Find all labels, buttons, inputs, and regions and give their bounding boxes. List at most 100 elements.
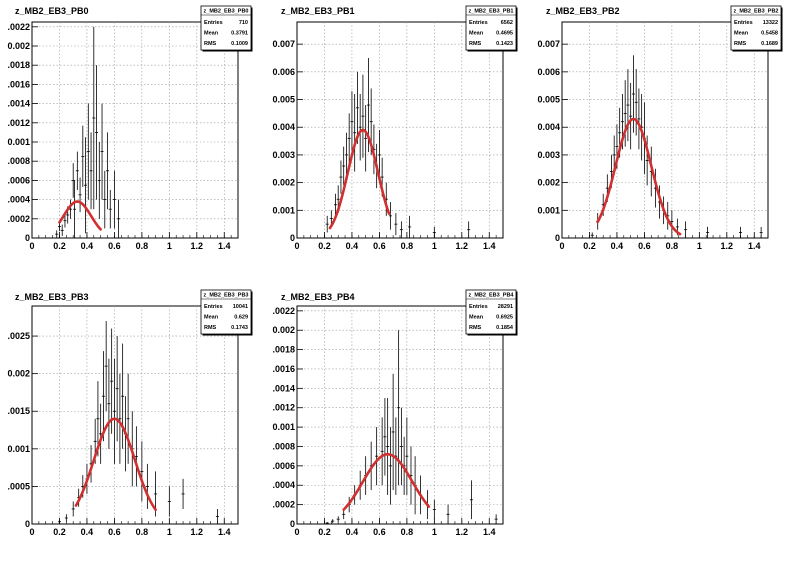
y-tick-label: .0006	[7, 175, 30, 185]
fit-curve	[328, 128, 391, 230]
y-tick-label: 0.002	[7, 369, 30, 379]
y-tick-label: .0012	[272, 403, 295, 413]
x-tick-label: 0.2	[53, 241, 66, 251]
stats-box: z_MB2_EB3_PB2 Entries 13322 Mean 0.5458 RMS 0.…	[730, 5, 783, 52]
y-tick-label: .0022	[7, 22, 30, 32]
y-tick-label: 0.006	[272, 67, 295, 77]
panel-3: z_MB2_EB3_PB3 0 0.2 0.4 0.6 0.8 1 1.2 1.4 .0005 0.…	[7, 289, 253, 537]
y-tick-label: 0.007	[537, 39, 560, 49]
y-tick-label: .0008	[272, 441, 295, 451]
stats-label: Entries	[469, 20, 488, 26]
stats-label: RMS	[204, 41, 217, 47]
x-tick-label: 1.2	[191, 527, 204, 537]
y-tick-label: 0.002	[272, 178, 295, 188]
panel-title: z_MB2_EB3_PB4	[281, 292, 355, 302]
y-tick-label: .0016	[7, 79, 30, 89]
y-tick-label: 0	[555, 233, 560, 243]
y-tick-label: .0006	[272, 461, 295, 471]
stats-box: z_MB2_EB3_PB4 Entries 28291 Mean 0.6925 RMS 0.…	[465, 289, 518, 336]
y-tick-label: .0004	[7, 195, 30, 205]
panel-title: z_MB2_EB3_PB3	[15, 292, 89, 302]
stats-value: 6562	[501, 20, 513, 26]
x-tick-label: 0.2	[318, 241, 331, 251]
stats-label: Mean	[469, 315, 484, 321]
x-tick-label: 0	[29, 527, 34, 537]
x-tick-label: 0.8	[136, 241, 149, 251]
plot-frame	[296, 21, 504, 239]
y-tick-label: .0015	[7, 406, 30, 416]
x-tick-label: 1.4	[483, 527, 496, 537]
y-tick-label: 0	[290, 519, 295, 529]
stats-name: z_MB2_EB3_PB4	[469, 293, 515, 299]
stats-label: Entries	[204, 304, 223, 310]
stats-value: 0.6925	[496, 315, 513, 321]
y-tick-label: .0025	[7, 331, 30, 341]
panel-2: z_MB2_EB3_PB2 0 0.2 0.4 0.6 0.8 1 1.2 1.4 0.001 0.…	[537, 5, 783, 251]
stats-label: Entries	[204, 20, 223, 26]
stats-name: z_MB2_EB3_PB2	[734, 9, 779, 15]
panel-4: z_MB2_EB3_PB4 0 0.2 0.4 0.6 0.8 1 1.2 1.4 .0002 .0…	[272, 289, 518, 537]
x-tick-label: 0.2	[318, 527, 331, 537]
plot-frame	[31, 305, 239, 525]
y-tick-label: .0002	[7, 214, 30, 224]
y-tick-label: .0002	[272, 500, 295, 510]
stats-value: 0.4695	[496, 31, 513, 37]
y-tick-label: .0016	[272, 364, 295, 374]
y-tick-label: 0.003	[537, 150, 560, 160]
stats-label: RMS	[469, 325, 482, 331]
y-tick-label: 0.002	[272, 325, 295, 335]
stats-label: Mean	[469, 31, 484, 37]
x-tick-label: 0	[294, 527, 299, 537]
y-tick-label: .0022	[272, 306, 295, 316]
stats-box-frame	[465, 5, 517, 51]
panel-title: z_MB2_EB3_PB2	[546, 6, 620, 16]
stats-label: RMS	[734, 41, 747, 47]
x-tick-label: 1.4	[218, 241, 231, 251]
stats-box: z_MB2_EB3_PB3 Entries 10041 Mean 0.629 RMS 0.1…	[200, 289, 253, 336]
y-tick-label: 0.007	[272, 39, 295, 49]
x-tick-label: 0.6	[108, 527, 121, 537]
y-tick-label: 0.002	[537, 178, 560, 188]
x-tick-label: 0.8	[401, 241, 414, 251]
fit-curve	[58, 200, 102, 231]
stats-box-frame	[465, 289, 517, 335]
x-tick-label: 0.8	[136, 527, 149, 537]
fit-curve	[74, 417, 157, 512]
plot-frame	[31, 21, 239, 239]
stats-value: 0.1743	[231, 325, 248, 331]
panel-title: z_MB2_EB3_PB0	[15, 6, 89, 16]
fit-curve	[342, 452, 431, 511]
stats-value: 0.1009	[231, 41, 248, 47]
x-tick-label: 0.4	[81, 527, 94, 537]
y-tick-label: .0018	[7, 60, 30, 70]
x-tick-label: 0.6	[373, 241, 386, 251]
stats-name: z_MB2_EB3_PB1	[469, 9, 514, 15]
y-tick-label: 0.004	[537, 122, 560, 132]
stats-box: z_MB2_EB3_PB1 Entries 6562 Mean 0.4695 RMS 0.1…	[465, 5, 518, 52]
y-tick-label: 0.003	[272, 150, 295, 160]
stats-value: 0.1854	[496, 325, 514, 331]
y-tick-label: .0004	[272, 480, 295, 490]
fit-curve	[596, 117, 682, 236]
x-tick-label: 1	[432, 527, 437, 537]
stats-box: z_MB2_EB3_PB0 Entries 710 Mean 0.3791 RMS 0.10…	[200, 5, 253, 52]
stats-label: RMS	[204, 325, 217, 331]
stats-name: z_MB2_EB3_PB3	[204, 293, 249, 299]
x-tick-label: 0.4	[81, 241, 94, 251]
x-tick-label: 0.2	[583, 241, 596, 251]
stats-box-frame	[200, 5, 252, 51]
stats-name: z_MB2_EB3_PB0	[204, 9, 249, 15]
y-tick-label: 0.005	[537, 95, 560, 105]
stats-label: Mean	[734, 31, 749, 37]
x-tick-label: 1	[167, 241, 172, 251]
y-tick-label: .0014	[272, 383, 295, 393]
y-tick-label: .0012	[7, 118, 30, 128]
y-tick-label: 0	[25, 233, 30, 243]
x-tick-label: 0.2	[53, 527, 66, 537]
stats-value: 0.629	[234, 315, 248, 321]
y-tick-label: .0005	[7, 481, 30, 491]
x-tick-label: 1.4	[218, 527, 231, 537]
x-tick-label: 0.6	[373, 527, 386, 537]
x-tick-label: 1	[697, 241, 702, 251]
